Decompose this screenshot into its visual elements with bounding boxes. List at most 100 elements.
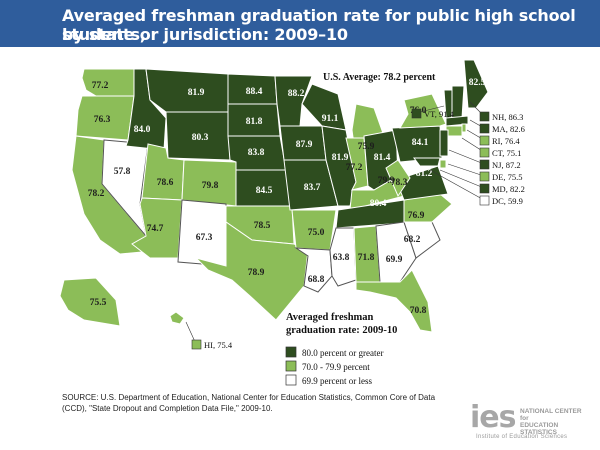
state-value-ok: 78.5 bbox=[254, 221, 271, 231]
callout-leader-dc bbox=[429, 169, 485, 201]
value-labels: 77.2 76.3 78.2 57.8 84.0 81.9 80.3 78.6 74.7 79.8… bbox=[88, 78, 486, 316]
state-wv bbox=[385, 159, 411, 198]
callout-leader-de bbox=[447, 163, 485, 177]
callout-label-ma: MA, 82.6 bbox=[492, 124, 525, 134]
callout-label-nj: NJ, 87.2 bbox=[492, 160, 521, 170]
legend-title-line-1: Averaged freshman bbox=[286, 312, 374, 323]
state-value-co: 79.8 bbox=[202, 181, 219, 191]
state-value-wy: 80.3 bbox=[192, 133, 209, 143]
callout-swatch-vt bbox=[411, 108, 422, 119]
state-value-ga: 69.9 bbox=[386, 255, 403, 265]
state-value-tx: 78.9 bbox=[248, 268, 265, 278]
state-value-fl: 70.8 bbox=[410, 306, 427, 316]
state-value-az: 74.7 bbox=[147, 224, 164, 234]
states-layer bbox=[59, 59, 489, 333]
state-or bbox=[75, 95, 135, 141]
state-value-ak: 75.5 bbox=[90, 298, 107, 308]
callout-swatch-ri bbox=[479, 135, 490, 146]
state-value-nc: 76.9 bbox=[408, 211, 425, 221]
legend-swatch-dark bbox=[285, 346, 297, 358]
callout-label-md: MD, 82.2 bbox=[492, 184, 525, 194]
callout-label-vt: VT, 91.4 bbox=[424, 109, 455, 119]
legend-swatch-white bbox=[285, 374, 297, 386]
state-md bbox=[413, 157, 441, 167]
callout-swatch-de bbox=[479, 171, 490, 182]
state-ri bbox=[461, 123, 467, 133]
legend-label-white: 69.9 percent or less bbox=[302, 376, 372, 386]
legend-title-line-2: graduation rate: 2009-10 bbox=[286, 325, 397, 336]
state-hi bbox=[169, 311, 185, 325]
state-value-id: 84.0 bbox=[134, 125, 151, 135]
legend: Averaged freshman graduation rate: 2009-… bbox=[285, 312, 397, 386]
ies-logo-name: NATIONAL CENTER for EDUCATION STATISTICS bbox=[520, 408, 582, 436]
state-ga bbox=[375, 221, 417, 283]
state-value-mo: 83.7 bbox=[304, 183, 321, 193]
legend-swatch-light bbox=[285, 360, 297, 372]
legend-label-dark: 80.0 percent or greater bbox=[302, 348, 383, 358]
state-value-al: 71.8 bbox=[358, 253, 375, 263]
callout-label-ri: RI, 76.4 bbox=[492, 136, 520, 146]
us-average-label: U.S. Average: 78.2 percent bbox=[323, 72, 436, 83]
state-value-wa: 77.2 bbox=[92, 81, 109, 91]
state-ak bbox=[59, 277, 121, 327]
state-value-nm: 67.3 bbox=[196, 233, 213, 243]
state-value-wi: 91.1 bbox=[322, 114, 339, 124]
state-in bbox=[345, 137, 369, 191]
state-value-wv: 78.3 bbox=[391, 178, 408, 188]
callout-label-dc: DC, 59.9 bbox=[492, 196, 523, 206]
state-nj bbox=[439, 129, 449, 157]
callout-label-de: DE, 75.5 bbox=[492, 172, 522, 182]
callout-swatch-md bbox=[479, 183, 490, 194]
title-banner: Averaged freshman graduation rate for pu… bbox=[0, 0, 600, 47]
callout-label-nh: NH, 86.3 bbox=[492, 112, 523, 122]
state-va bbox=[395, 165, 449, 201]
title-line-2: by state or jurisdiction: 2009–10 bbox=[62, 25, 348, 44]
callout-swatch-nj bbox=[479, 159, 490, 170]
state-value-nd: 88.4 bbox=[246, 87, 263, 97]
callout-swatch-nh bbox=[479, 111, 490, 122]
state-me bbox=[463, 59, 489, 109]
callout-swatch-ct bbox=[479, 147, 490, 158]
callout-leader-nj bbox=[448, 149, 485, 165]
callout-swatch-dc bbox=[479, 195, 490, 206]
state-value-mt: 81.9 bbox=[188, 88, 205, 98]
ies-logo: ies NATIONAL CENTER for EDUCATION STATIS… bbox=[470, 400, 595, 445]
state-value-mn: 88.2 bbox=[288, 89, 305, 99]
legend-label-light: 70.0 - 79.9 percent bbox=[302, 362, 370, 372]
state-value-nv: 57.8 bbox=[114, 167, 131, 177]
state-tx bbox=[194, 221, 309, 321]
state-value-me: 82.5 bbox=[469, 78, 486, 88]
source-note: SOURCE: U.S. Department of Education, Na… bbox=[62, 393, 436, 413]
state-value-ar: 75.0 bbox=[308, 228, 325, 238]
state-value-sc: 68.2 bbox=[404, 235, 421, 245]
state-value-ky: 79.9 bbox=[378, 176, 395, 186]
ies-logo-mark: ies bbox=[470, 400, 516, 435]
title-line-1: Averaged freshman graduation rate for pu… bbox=[62, 6, 576, 44]
state-value-mi: 75.9 bbox=[358, 142, 375, 152]
ies-logo-subtitle: Institute of Education Sciences bbox=[476, 434, 568, 440]
callout-leader-md bbox=[439, 169, 485, 189]
state-value-il: 81.9 bbox=[332, 153, 349, 163]
state-value-oh: 81.4 bbox=[374, 153, 391, 163]
small-state-callouts: VT, 91.4 NH, 86.3 MA, 82.6 RI, 76.4 CT, 75.1… bbox=[185, 101, 525, 350]
state-value-in: 77.2 bbox=[346, 163, 363, 173]
us-graduation-map: 77.2 76.3 78.2 57.8 84.0 81.9 80.3 78.6 74.7 79.8… bbox=[59, 59, 525, 386]
state-value-ut: 78.6 bbox=[157, 178, 174, 188]
state-de bbox=[439, 159, 447, 169]
state-value-va: 81.2 bbox=[416, 169, 433, 179]
state-value-pa: 84.1 bbox=[412, 138, 429, 148]
state-value-or: 76.3 bbox=[94, 115, 111, 125]
state-fl bbox=[355, 269, 433, 333]
state-value-la: 68.8 bbox=[308, 275, 325, 285]
state-value-ia: 87.9 bbox=[296, 140, 313, 150]
state-value-tn: 80.4 bbox=[370, 199, 387, 209]
callout-swatch-hi bbox=[191, 339, 202, 350]
state-value-ne: 83.8 bbox=[248, 148, 265, 158]
state-value-ks: 84.5 bbox=[256, 186, 273, 196]
callout-label-ct: CT, 75.1 bbox=[492, 148, 521, 158]
callout-label-hi: HI, 75.4 bbox=[204, 340, 233, 350]
callout-swatch-ma bbox=[479, 123, 490, 134]
state-value-ms: 63.8 bbox=[333, 253, 350, 263]
state-value-sd: 81.8 bbox=[246, 117, 263, 127]
state-value-ca: 78.2 bbox=[88, 189, 105, 199]
